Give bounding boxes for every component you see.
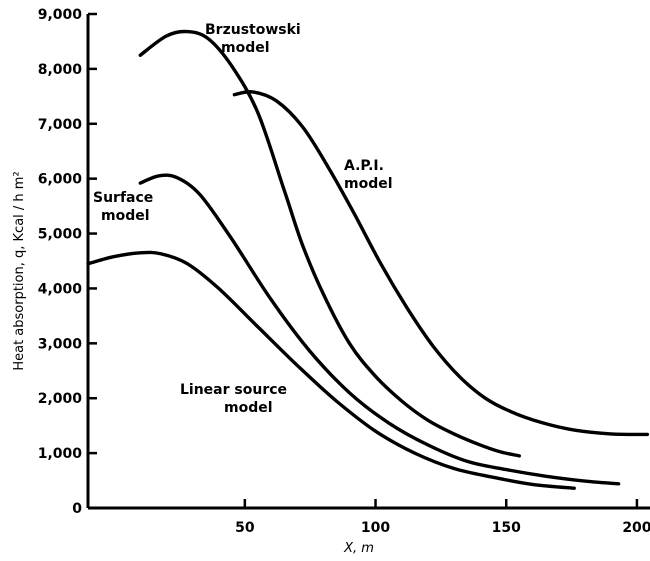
y-tick-label: 5,000 [38,227,83,243]
labels: X, m Heat absorption, q, Kcal / h m² Brzus… [12,22,393,556]
series-label-line: A.P.I. [344,158,384,174]
y-axis-title: Heat absorption, q, Kcal / h m² [12,171,27,370]
series-line-brzustowski-model [138,29,521,458]
x-tick-label: 50 [235,520,255,536]
x-axis-title: X, m [343,541,374,556]
x-tick-label: 200 [622,520,650,536]
series-label-a-p-i-model: A.P.I. model [344,158,393,192]
series-line-linear-source-model [86,250,576,490]
y-tick-label: 4,000 [38,281,83,297]
series-label-line: model [101,208,150,224]
series-label-line: model [344,176,393,192]
y-tick-label: 6,000 [38,172,83,188]
series-line-a-p-i-model [232,90,650,437]
y-tick-label: 7,000 [38,117,83,133]
y-tick-label: 1,000 [38,446,83,462]
series-label-surface-model: Surface model [93,190,153,224]
y-tick-label: 3,000 [38,336,83,352]
series-label-line: Brzustowski [205,22,301,38]
curves [86,29,650,490]
series-line-surface-model [138,173,621,486]
y-tick-label: 2,000 [38,391,83,407]
series-label-linear-source-model: Linear source model [180,382,287,416]
y-tick-label: 0 [72,501,82,517]
x-tick-label: 150 [492,520,521,536]
y-tick-label: 9,000 [38,7,83,23]
series-label-line: model [224,400,273,416]
series-label-brzustowski-model: Brzustowski model [205,22,301,56]
y-tick-label: 8,000 [38,62,83,78]
x-tick-label: 100 [361,520,390,536]
series-label-line: model [221,40,270,56]
series-label-line: Linear source [180,382,287,398]
series-label-line: Surface [93,190,153,206]
axes: 0 1,000 2,000 3,000 4,000 5,000 6,000 7,000 8,00… [38,7,650,536]
